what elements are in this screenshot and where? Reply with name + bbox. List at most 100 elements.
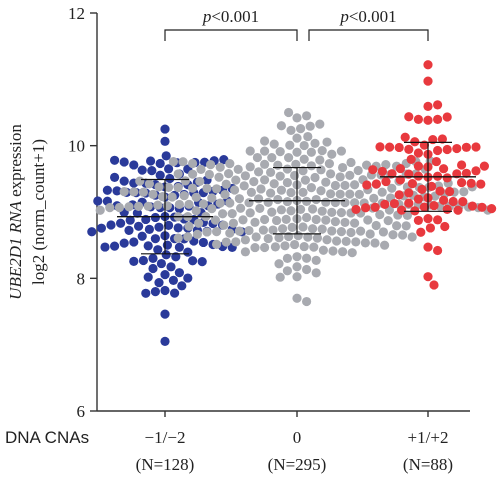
- data-point: [335, 189, 345, 199]
- data-point: [389, 198, 399, 209]
- data-point: [274, 259, 284, 269]
- data-point: [310, 138, 320, 148]
- data-point: [148, 189, 158, 199]
- data-point: [138, 255, 148, 266]
- data-point: [286, 206, 296, 216]
- data-point: [340, 198, 350, 208]
- data-point: [278, 224, 288, 234]
- data-point: [266, 167, 276, 177]
- data-point: [302, 212, 312, 223]
- data-point: [381, 160, 391, 170]
- data-point: [274, 233, 284, 243]
- data-point: [233, 164, 243, 175]
- data-point: [413, 194, 423, 204]
- data-point: [479, 161, 489, 171]
- data-point: [240, 247, 250, 257]
- p-threshold: <0.001: [349, 7, 397, 26]
- data-point: [202, 227, 212, 237]
- data-point: [141, 288, 151, 298]
- data-point: [471, 166, 481, 176]
- data-point: [303, 131, 313, 142]
- data-point: [173, 169, 183, 179]
- data-point: [231, 237, 241, 247]
- data-point: [330, 180, 340, 191]
- data-point: [95, 205, 105, 215]
- data-point: [280, 241, 290, 251]
- data-point: [284, 153, 294, 163]
- data-point: [361, 203, 371, 213]
- data-point: [183, 232, 193, 242]
- data-point: [276, 185, 286, 195]
- data-point: [219, 220, 229, 230]
- data-point: [437, 134, 447, 144]
- data-point: [395, 163, 405, 174]
- data-point: [155, 170, 165, 180]
- data-point: [255, 203, 265, 214]
- data-point: [423, 242, 433, 252]
- data-point: [439, 195, 449, 205]
- x-count-label: (N=88): [403, 455, 453, 474]
- p-symbol: p: [339, 7, 349, 26]
- data-point: [302, 296, 312, 307]
- data-point: [321, 197, 331, 207]
- data-point: [170, 288, 180, 298]
- data-point: [407, 179, 417, 189]
- data-point: [458, 197, 468, 207]
- data-point: [365, 229, 375, 239]
- data-point: [267, 153, 277, 163]
- data-point: [346, 157, 356, 168]
- data-point: [119, 176, 129, 186]
- data-point: [160, 124, 170, 134]
- data-point: [132, 208, 142, 218]
- data-point: [135, 176, 145, 186]
- data-point: [351, 204, 361, 215]
- data-point: [302, 111, 312, 121]
- significance-brackets: p<0.001 p<0.001: [164, 7, 429, 41]
- data-point: [150, 212, 160, 223]
- data-point: [311, 214, 321, 225]
- data-point: [453, 205, 463, 215]
- data-point: [290, 239, 300, 250]
- x-category-label: 0: [293, 428, 302, 447]
- data-point: [322, 235, 332, 245]
- data-point: [471, 142, 481, 152]
- data-point: [292, 252, 302, 262]
- data-point: [236, 203, 246, 213]
- y-axis-label: UBE2D1 RNA expression: [6, 124, 25, 300]
- data-points: [87, 60, 497, 346]
- y-axis-label-gene: UBE2D1 RNA: [6, 201, 25, 300]
- data-point: [191, 206, 201, 216]
- data-point: [275, 171, 285, 181]
- data-point: [380, 240, 390, 250]
- data-point: [160, 309, 170, 319]
- data-point: [227, 208, 237, 219]
- data-point: [338, 162, 348, 173]
- data-point: [281, 214, 291, 224]
- data-point: [370, 202, 380, 212]
- data-point: [254, 194, 264, 204]
- data-point: [164, 220, 174, 230]
- data-point: [311, 255, 321, 266]
- data-point: [387, 183, 397, 193]
- data-point: [377, 166, 387, 177]
- data-point: [413, 148, 423, 158]
- data-point: [413, 161, 423, 171]
- data-point: [192, 229, 202, 239]
- data-point: [134, 221, 144, 231]
- y-tick-label: 8: [77, 269, 86, 288]
- data-point: [336, 146, 346, 156]
- data-point: [298, 187, 308, 197]
- data-point: [312, 233, 322, 243]
- data-point: [173, 233, 183, 243]
- data-point: [147, 165, 157, 176]
- data-point: [137, 165, 147, 175]
- data-point: [114, 202, 124, 213]
- data-point: [270, 242, 280, 252]
- data-point: [160, 136, 170, 146]
- data-point: [442, 173, 452, 183]
- data-point: [260, 175, 270, 185]
- data-point: [298, 222, 308, 232]
- data-point: [417, 184, 427, 194]
- data-point: [116, 218, 126, 228]
- data-point: [240, 235, 250, 245]
